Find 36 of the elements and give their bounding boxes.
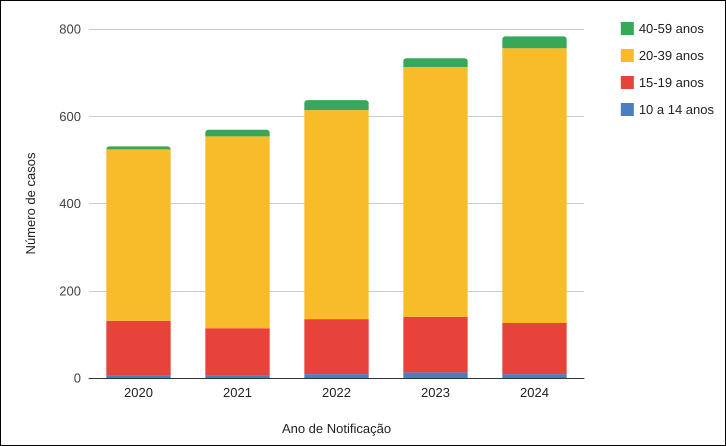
bar bbox=[403, 316, 468, 372]
x-tick-label: 2020 bbox=[124, 385, 153, 400]
bar bbox=[106, 375, 171, 378]
y-tick-label: 600 bbox=[59, 108, 81, 124]
bar bbox=[403, 372, 468, 378]
bar bbox=[106, 320, 171, 376]
bar bbox=[403, 58, 468, 67]
bar bbox=[502, 323, 567, 374]
bar bbox=[205, 375, 270, 378]
y-tick-label: 0 bbox=[74, 370, 81, 386]
x-tick-label: 2023 bbox=[421, 385, 450, 400]
x-axis-title: Ano de Notificação bbox=[282, 421, 392, 436]
x-tick-label: 2022 bbox=[322, 385, 351, 400]
x-tick-label: 2024 bbox=[520, 385, 549, 400]
legend-label: 10 a 14 anos bbox=[638, 102, 714, 117]
bar bbox=[502, 36, 567, 48]
bar bbox=[304, 374, 369, 378]
bar bbox=[502, 374, 567, 378]
bar bbox=[304, 110, 369, 320]
y-tick-label: 400 bbox=[59, 196, 81, 211]
y-tick-label: 200 bbox=[59, 283, 81, 298]
bar bbox=[106, 149, 171, 321]
bar bbox=[304, 319, 369, 374]
legend-label: 40-59 anos bbox=[638, 21, 704, 36]
bar bbox=[403, 66, 468, 317]
y-tick-label: 800 bbox=[59, 22, 81, 36]
bar bbox=[304, 100, 369, 110]
bar bbox=[502, 48, 567, 324]
bar bbox=[106, 146, 171, 150]
bar bbox=[205, 136, 270, 328]
legend-label: 20-39 anos bbox=[638, 48, 704, 63]
x-tick-label: 2021 bbox=[223, 385, 252, 400]
y-axis-title: Número de casos bbox=[23, 152, 38, 254]
legend-label: 15-19 anos bbox=[638, 75, 704, 90]
bar bbox=[205, 328, 270, 376]
bar bbox=[205, 130, 270, 136]
